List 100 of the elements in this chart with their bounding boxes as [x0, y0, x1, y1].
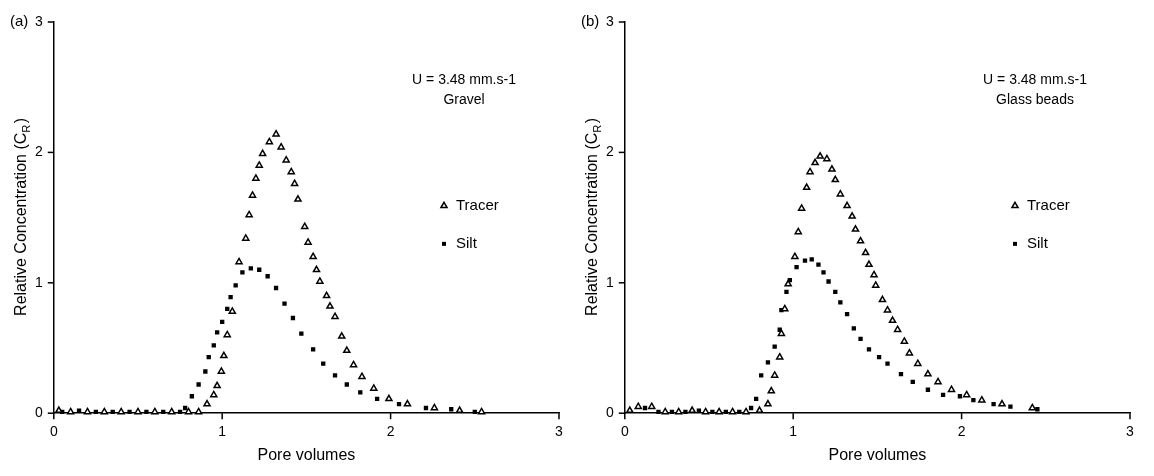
- y-tick-label: 2: [34, 143, 43, 160]
- point: [265, 137, 274, 145]
- point: [1035, 407, 1040, 412]
- y-tick-label: 1: [605, 273, 614, 290]
- point: [794, 264, 799, 270]
- point: [273, 285, 279, 291]
- annotation: U = 3.48 mm.s-1: [412, 70, 517, 87]
- point: [344, 382, 349, 387]
- point: [189, 394, 195, 399]
- point: [833, 289, 838, 295]
- point: [228, 307, 237, 314]
- point: [753, 396, 759, 402]
- point: [374, 396, 380, 402]
- point: [971, 398, 976, 403]
- point: [385, 394, 393, 402]
- x-tick-label: 3: [555, 423, 564, 440]
- point: [723, 409, 728, 415]
- point: [870, 270, 878, 278]
- point: [674, 407, 683, 415]
- point: [369, 384, 378, 391]
- point: [900, 337, 909, 344]
- point: [898, 371, 904, 377]
- point: [76, 408, 82, 413]
- point: [802, 258, 808, 263]
- point: [925, 387, 931, 392]
- point: [998, 399, 1006, 407]
- point: [843, 201, 851, 209]
- point: [290, 179, 299, 187]
- point: [683, 409, 688, 415]
- point: [893, 325, 902, 333]
- point: [669, 409, 675, 415]
- chart-title: (a): [10, 11, 29, 29]
- point: [885, 361, 890, 366]
- point: [449, 407, 454, 412]
- point: [220, 351, 228, 359]
- point: [321, 361, 326, 366]
- point: [255, 161, 264, 168]
- point: [217, 367, 226, 374]
- point: [861, 248, 870, 256]
- point: [696, 408, 702, 413]
- point: [233, 283, 238, 288]
- point: [924, 369, 932, 377]
- point: [117, 407, 125, 415]
- point: [282, 301, 287, 306]
- x-tick-label: 1: [789, 423, 798, 440]
- point: [910, 379, 915, 385]
- point: [430, 403, 439, 411]
- point: [167, 407, 176, 415]
- point: [477, 407, 486, 415]
- chart-title: (b): [581, 11, 600, 29]
- point: [888, 316, 897, 324]
- point: [182, 405, 188, 411]
- point: [337, 332, 346, 339]
- point: [1028, 403, 1037, 411]
- point: [277, 142, 285, 150]
- point: [211, 343, 216, 348]
- point: [634, 402, 643, 410]
- point: [258, 149, 267, 157]
- point: [826, 279, 831, 284]
- point: [349, 360, 358, 368]
- point: [223, 330, 232, 338]
- legend-label: Tracer: [456, 196, 499, 213]
- point: [322, 291, 331, 299]
- point: [876, 354, 882, 360]
- point: [225, 306, 230, 312]
- point: [823, 154, 831, 162]
- point: [110, 409, 115, 415]
- point: [775, 352, 784, 360]
- y-tick-label: 3: [605, 12, 614, 29]
- y-tick-label: 3: [34, 12, 43, 29]
- point: [851, 326, 856, 331]
- point: [265, 274, 270, 279]
- point: [287, 167, 296, 175]
- point: [343, 346, 351, 354]
- point: [856, 236, 865, 244]
- point: [865, 260, 873, 268]
- point: [737, 409, 742, 415]
- point: [100, 407, 109, 415]
- point: [282, 155, 290, 163]
- point: [838, 300, 843, 305]
- point: [209, 390, 218, 398]
- x-axis-title: Pore volumes: [257, 446, 356, 464]
- point: [765, 360, 771, 365]
- point: [656, 409, 661, 415]
- point: [858, 336, 863, 342]
- point: [206, 354, 211, 360]
- y-tick-label: 1: [34, 273, 43, 290]
- point: [127, 409, 132, 415]
- point: [710, 409, 715, 415]
- point: [809, 257, 814, 262]
- point: [848, 212, 856, 219]
- point: [290, 315, 296, 321]
- y-tick-label: 0: [605, 404, 614, 421]
- point: [791, 252, 799, 260]
- point: [309, 252, 317, 260]
- point: [748, 405, 754, 411]
- point: [66, 407, 75, 415]
- x-tick-label: 0: [620, 423, 629, 440]
- y-axis-title: Relative Concentration (CR): [12, 117, 32, 316]
- point: [811, 158, 819, 166]
